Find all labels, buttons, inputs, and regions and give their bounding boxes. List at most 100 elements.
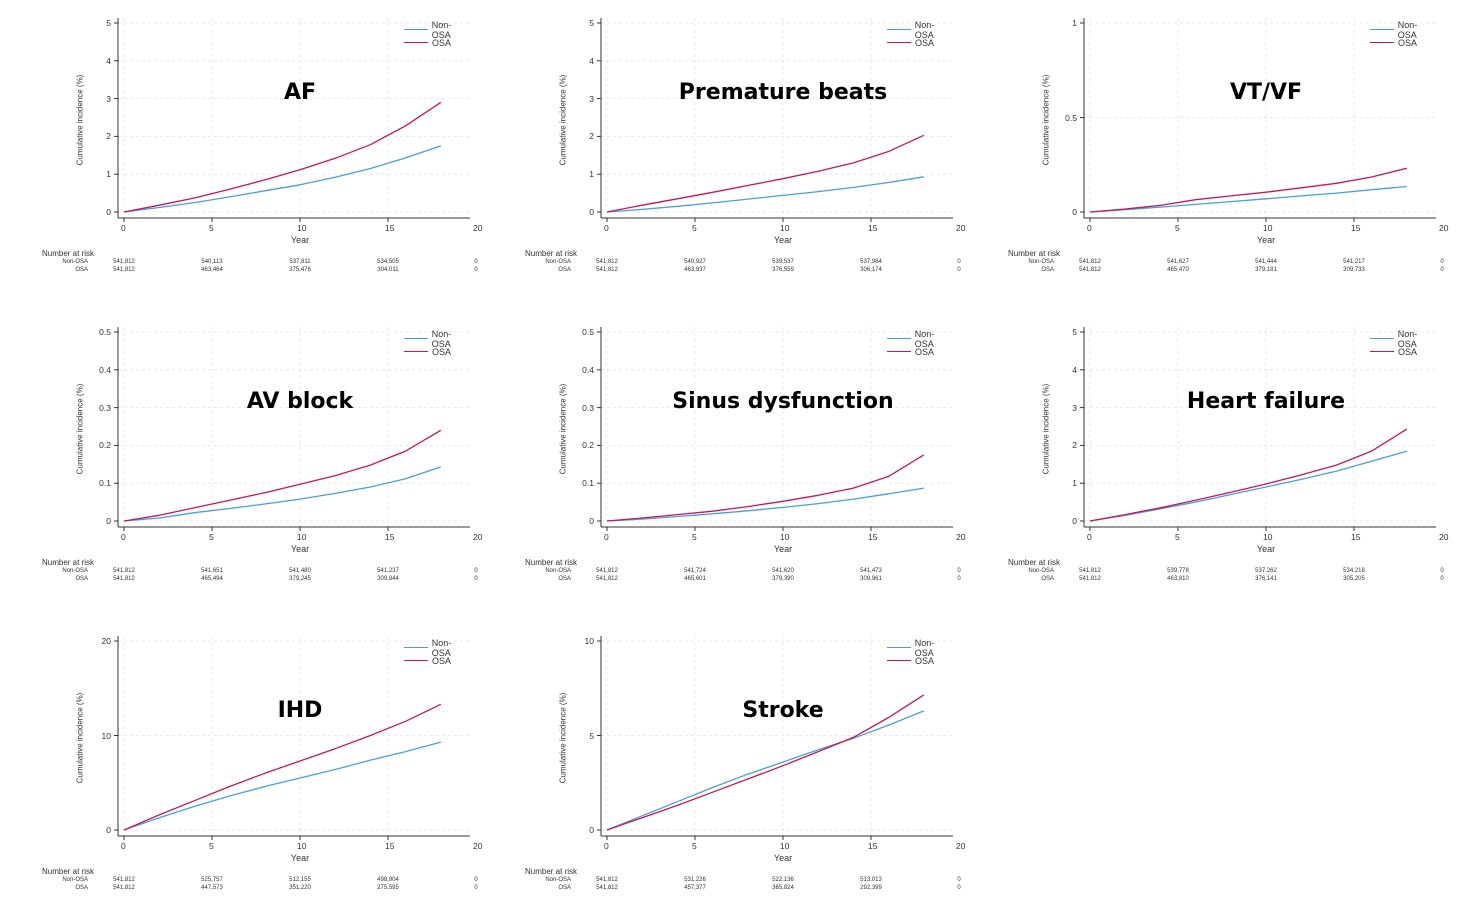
risk-value: 541,812 <box>113 877 135 883</box>
risk-value: 540,113 <box>201 259 223 265</box>
risk-value: 379,245 <box>289 576 311 582</box>
legend-item: OSA <box>404 345 470 358</box>
plot-area <box>114 327 470 531</box>
x-tick-label: 5 <box>692 841 697 851</box>
y-tick-label: 0.2 <box>99 440 111 451</box>
x-tick-label: 20 <box>956 532 966 542</box>
y-tick-label: 1 <box>589 169 594 180</box>
risk-value: 376,141 <box>1255 576 1277 582</box>
x-tick-label: 10 <box>780 841 790 851</box>
y-axis-label: Cumulative incidence (%) <box>558 74 568 166</box>
risk-value: 541,812 <box>113 267 135 273</box>
risk-value: 306,174 <box>860 267 882 273</box>
risk-value: 379,181 <box>1255 267 1277 273</box>
legend-label: OSA <box>915 346 935 357</box>
y-axis-label: Cumulative incidence (%) <box>1041 74 1051 166</box>
km-chart-5: 0 5 10 15 20 0 1 2 3 4 5 Year Cumulative incidence (… <box>966 309 1448 599</box>
legend-label: Non-OSA <box>914 328 935 349</box>
x-tick-label: 10 <box>1263 223 1273 233</box>
legend-swatch <box>1370 338 1394 339</box>
risk-value: 463,937 <box>684 267 706 273</box>
risk-value: 465,494 <box>201 576 223 582</box>
risk-value: 541,812 <box>1079 267 1101 273</box>
legend-swatch <box>404 647 428 648</box>
y-tick-label: 5 <box>106 18 111 28</box>
x-tick-label: 15 <box>385 532 395 542</box>
y-axis-label: Cumulative incidence (%) <box>75 383 85 475</box>
series-line-non-osa <box>1089 450 1407 522</box>
legend-item: Non-OSA <box>1370 20 1436 40</box>
risk-value: 541,812 <box>113 885 135 891</box>
risk-value: 305,205 <box>1343 576 1365 582</box>
legend-label: Non-OSA <box>1397 328 1418 349</box>
risk-value: 541,444 <box>1255 259 1277 265</box>
x-tick-label: 5 <box>1175 223 1180 233</box>
y-tick-label: 0.1 <box>99 478 111 489</box>
risk-value: 512,155 <box>289 877 311 883</box>
y-tick-label: 0.4 <box>582 364 594 375</box>
y-axis-label: Cumulative incidence (%) <box>75 74 85 166</box>
legend-swatch <box>404 351 428 352</box>
risk-row-name: Non-OSA <box>545 568 571 574</box>
y-tick-label: 10 <box>584 636 594 646</box>
risk-value: 275,595 <box>377 885 399 891</box>
x-tick-label: 0 <box>1087 532 1092 542</box>
legend: Non-OSA OSA <box>887 329 953 358</box>
risk-value: 537,984 <box>860 259 882 265</box>
risk-value: 0 <box>1440 259 1444 265</box>
legend-label: Non-OSA <box>431 637 452 658</box>
risk-row-name: OSA <box>75 267 88 273</box>
risk-value: 534,505 <box>377 259 399 265</box>
risk-value: 0 <box>957 568 961 574</box>
risk-row-name: OSA <box>558 576 571 582</box>
series-line-osa <box>123 703 442 831</box>
legend: Non-OSA OSA <box>404 19 470 49</box>
series-line-osa <box>606 134 925 213</box>
km-chart-4: 0 5 10 15 20 0 0.1 0.2 0.3 0.4 0.5 Year Cumulative i… <box>483 309 965 599</box>
series-line-non-osa <box>606 710 925 831</box>
risk-row-name: OSA <box>558 267 571 273</box>
legend-swatch <box>887 29 911 30</box>
legend: Non-OSA OSA <box>887 20 953 49</box>
x-axis-label: Year <box>290 544 310 554</box>
y-tick-label: 0.3 <box>99 402 111 413</box>
legend-item: Non-OSA <box>887 329 953 349</box>
risk-value: 541,620 <box>772 568 794 574</box>
plot-area <box>114 18 470 222</box>
risk-value: 0 <box>957 885 961 891</box>
risk-value: 541,812 <box>1079 576 1101 582</box>
legend-label: OSA <box>432 655 452 666</box>
legend-swatch <box>1370 29 1394 30</box>
y-tick-label: 3 <box>106 93 111 104</box>
risk-value: 376,559 <box>772 267 794 273</box>
x-tick-label: 0 <box>121 841 126 851</box>
legend-label: OSA <box>915 655 935 666</box>
risk-value: 541,627 <box>1167 259 1189 265</box>
risk-table-title: Number at risk <box>525 867 578 876</box>
series-line-osa <box>1089 428 1408 522</box>
risk-table-title: Number at risk <box>1008 558 1061 567</box>
legend-label: Non-OSA <box>431 19 452 40</box>
risk-row-name: Non-OSA <box>1028 568 1054 574</box>
x-tick-label: 5 <box>209 223 214 233</box>
legend-swatch <box>887 660 911 661</box>
y-tick-label: 10 <box>101 730 111 741</box>
y-tick-label: 0 <box>106 516 111 526</box>
risk-value: 541,812 <box>113 259 135 265</box>
km-chart-0: 0 5 10 15 20 0 1 2 3 4 5 Year Cumulative incidence (… <box>0 0 482 290</box>
y-tick-label: 0.2 <box>582 440 594 451</box>
legend-label: OSA <box>1398 37 1418 48</box>
y-tick-label: 0.1 <box>582 478 594 489</box>
y-tick-label: 0.5 <box>99 327 111 337</box>
legend-label: Non-OSA <box>1397 19 1418 40</box>
chart-title: AF <box>283 80 317 105</box>
x-tick-label: 0 <box>121 532 126 542</box>
risk-value: 0 <box>957 877 961 883</box>
legend-item: Non-OSA <box>404 638 470 658</box>
risk-value: 541,237 <box>377 568 399 574</box>
x-axis-label: Year <box>290 853 310 863</box>
risk-value: 0 <box>474 576 478 582</box>
x-tick-label: 0 <box>1087 223 1092 233</box>
x-axis-label: Year <box>1256 235 1276 245</box>
risk-row-name: Non-OSA <box>62 259 88 265</box>
